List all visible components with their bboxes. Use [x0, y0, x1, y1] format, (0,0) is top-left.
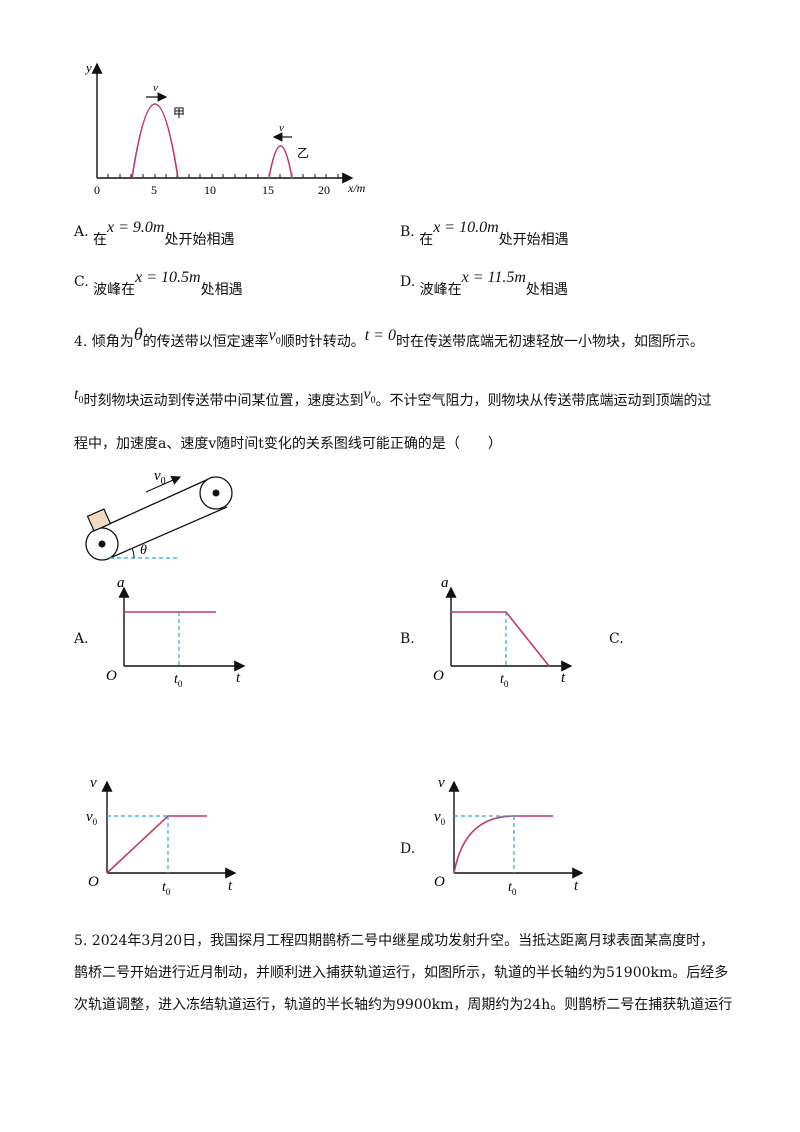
x-ticks: [107, 174, 339, 178]
wave-b-velocity-label: v: [279, 122, 284, 134]
svg-text:a: a: [117, 575, 125, 591]
svg-text:t: t: [228, 878, 233, 894]
svg-text:O: O: [88, 874, 99, 890]
option-d[interactable]: D. 波峰在x = 11.5m处相遇: [400, 269, 568, 298]
graph-d-letter[interactable]: D.: [400, 841, 416, 857]
graph-b: a t O t0: [433, 575, 573, 689]
svg-text:O: O: [433, 668, 444, 684]
svg-text:a: a: [441, 575, 449, 591]
q5-line-1: 5. 2024年3月20日，我国探月工程四期鹊桥二号中继星成功发射升空。当抵达距…: [74, 933, 715, 949]
graph-c: v t O v0 t0: [86, 775, 237, 897]
tick-label: 20: [318, 183, 330, 197]
x-axis-label: x/m: [347, 181, 366, 195]
svg-text:v: v: [438, 775, 445, 791]
belt-velocity-arrow: [145, 475, 182, 493]
graph-a-letter[interactable]: A.: [74, 631, 89, 647]
svg-text:t0: t0: [500, 672, 509, 689]
wave-figure: y x/m 0 5 10 15 20 v 甲 v 乙: [84, 60, 366, 197]
conveyor-belt-figure: v0 θ: [85, 468, 233, 561]
belt-velocity-label: v0: [154, 468, 166, 487]
y-axis-label: y: [84, 60, 92, 75]
angle-arc: [131, 547, 135, 559]
q5-line-3: 次轨道调整，进入冻结轨道运行，轨道的半长轴约为9900km，周期约为24h。则鹊…: [74, 997, 733, 1013]
svg-text:O: O: [106, 668, 117, 684]
block: [86, 508, 112, 532]
wave-a-label: 甲: [173, 106, 185, 120]
belt-bottom-edge: [109, 506, 228, 559]
option-a[interactable]: A. 在x = 9.0m处开始相遇: [74, 219, 235, 248]
svg-text:t0: t0: [508, 880, 517, 897]
wave-a-velocity-label: v: [153, 82, 158, 94]
svg-text:t0: t0: [162, 880, 171, 897]
tick-label: 0: [94, 183, 100, 197]
bottom-pulley-axle: [98, 540, 106, 548]
angle-label: θ: [140, 543, 147, 558]
q4-line-3: 程中，加速度a、速度v随时间t变化的关系图线可能正确的是（ ）: [74, 436, 502, 452]
wave-b-label: 乙: [297, 146, 309, 160]
tick-label: 10: [204, 183, 216, 197]
q4-line-1: 4. 倾角为θ的传送带以恒定速率v0顺时针转动。t = 0时在传送带底端无初速轻…: [74, 324, 705, 350]
q5-line-2: 鹊桥二号开始进行近月制动，并顺利进入捕获轨道运行，如图所示，轨道的半长轴约为51…: [74, 965, 729, 981]
option-b[interactable]: B. 在x = 10.0m处开始相遇: [400, 219, 569, 248]
graph-c-letter[interactable]: C.: [609, 631, 624, 647]
svg-text:t0: t0: [174, 672, 183, 689]
graph-d-line: [453, 815, 553, 874]
option-c[interactable]: C. 波峰在x = 10.5m处相遇: [74, 269, 243, 298]
svg-text:v0: v0: [434, 809, 446, 827]
tick-label: 5: [151, 183, 157, 197]
wave-a-curve: [131, 103, 179, 179]
graph-a: a t O t0: [106, 575, 246, 689]
belt-top-edge: [95, 476, 214, 531]
svg-text:O: O: [434, 874, 445, 890]
top-pulley-axle: [212, 489, 220, 497]
graph-b-letter[interactable]: B.: [400, 631, 415, 647]
svg-text:v0: v0: [86, 809, 98, 827]
svg-text:t: t: [236, 670, 241, 686]
svg-text:t: t: [561, 670, 566, 686]
q4-line-2: t0时刻物块运动到传送带中间某位置，速度达到v0。不计空气阻力，则物块从传送带底…: [74, 386, 712, 409]
svg-text:v: v: [90, 775, 97, 791]
graph-d: v t O v0 t0: [434, 775, 584, 897]
svg-text:t: t: [574, 878, 579, 894]
wave-b-curve: [268, 145, 293, 179]
tick-label: 15: [262, 183, 274, 197]
